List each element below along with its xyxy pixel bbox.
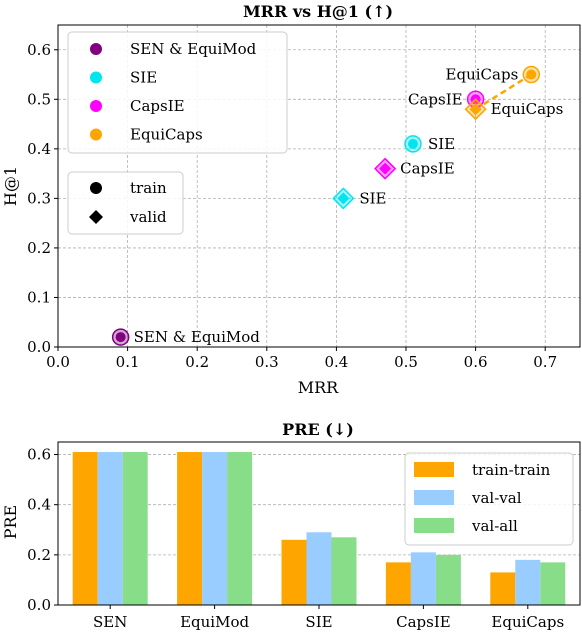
- bar-legend: train-train val-val val-all: [404, 452, 574, 546]
- bar-category-label-3: CapsIE: [396, 613, 451, 631]
- bar-frame: [57, 441, 581, 606]
- bar-category-label-4: EquiCaps: [491, 613, 564, 631]
- bar-legend-swatch-1: [414, 490, 454, 505]
- bar-val-all-equimod: [227, 452, 253, 605]
- scatter-xtick-label: 0.6: [464, 353, 488, 371]
- scatter-marks: SEN & EquiMod SIE SIE CapsIE CapsIE EquiCaps E…: [111, 66, 564, 346]
- legend-model-label-2: CapsIE: [130, 97, 185, 115]
- scatter-ytick-label: 0.2: [27, 239, 51, 257]
- bar-ylabel: PRE: [1, 505, 20, 540]
- bar-val-all-equicaps: [540, 562, 566, 605]
- scatter-ytick-label: 0.4: [27, 140, 51, 158]
- bar-category-label-1: EquiMod: [180, 613, 249, 631]
- sie-valid-point: [337, 192, 350, 205]
- scatter-xlabel: MRR: [298, 378, 339, 397]
- equicaps-train-label: EquiCaps: [446, 66, 519, 84]
- scatter-xtick-label: 0.7: [533, 353, 557, 371]
- legend-valid-marker: [89, 210, 103, 224]
- legend-models-box: [67, 31, 288, 154]
- bar-ytick-label: 0.2: [27, 546, 51, 564]
- equicaps-connector-line: [474, 73, 532, 111]
- scatter-xtick-label: 0.2: [185, 353, 209, 371]
- scatter-ytick-label: 0.6: [27, 41, 51, 59]
- bar-category-label-0: SEN: [93, 613, 127, 631]
- scatter-xtick-label: 0.4: [324, 353, 348, 371]
- legend-valid-label: valid: [129, 208, 167, 226]
- bar-legend-label-1: val-val: [471, 489, 522, 507]
- scatter-ytick-label: 0.5: [27, 90, 51, 108]
- bar-marks: [72, 452, 566, 605]
- scatter-ylabel: H@1: [1, 166, 20, 206]
- equicaps-valid-point: [469, 103, 482, 116]
- bar-val-val-equicaps: [515, 559, 541, 605]
- scatter-xtick-label: 0.3: [255, 353, 279, 371]
- bar-legend-label-0: train-train: [472, 461, 551, 479]
- legend-model-label-1: SIE: [130, 69, 157, 87]
- legend-model-marker-1: [90, 71, 102, 84]
- bar-chart: PRE (↓) 0.0 0.2 0.4 0.6 SEN EquiMod SIE CapsIE E…: [1, 420, 581, 631]
- legend-train-label: train: [130, 179, 167, 197]
- bar-val-val-equimod: [202, 452, 228, 605]
- scatter-ticks: 0.0 0.1 0.2 0.3 0.4 0.5 0.6 0.7 0.0 0.1 0.2 0.3 0.4 0…: [27, 41, 557, 371]
- bar-ticks: 0.0 0.2 0.4 0.6 SEN EquiMod SIE CapsIE EquiCaps: [27, 446, 564, 631]
- scatter-title: MRR vs H@1 (↑): [243, 2, 393, 21]
- sie-train-point: [407, 138, 418, 149]
- legend-model-label-3: EquiCaps: [130, 126, 203, 144]
- sie-train-label: SIE: [428, 135, 455, 153]
- scatter-xtick-label: 0.0: [46, 353, 70, 371]
- bar-train-train-capsie: [385, 562, 411, 605]
- scatter-ytick-label: 0.0: [27, 338, 51, 356]
- bar-val-all-capsie: [435, 554, 461, 605]
- scatter-ytick-label: 0.1: [27, 288, 51, 306]
- bar-val-val-sen: [97, 452, 123, 605]
- bar-val-val-capsie: [410, 552, 436, 605]
- scatter-legend-markers: train valid: [67, 171, 184, 235]
- bar-train-train-equicaps: [490, 572, 516, 605]
- bar-train-train-sen: [72, 452, 98, 605]
- bar-ytick-label: 0.4: [27, 496, 51, 514]
- capsie-valid-label: CapsIE: [400, 160, 455, 178]
- bar-train-train-sie: [281, 539, 307, 605]
- legend-model-marker-0: [90, 43, 102, 55]
- bar-val-val-sie: [306, 532, 332, 605]
- sen-equimod-train-point: [115, 332, 126, 343]
- scatter-legend-models: SEN & EquiMod SIE CapsIE EquiCaps: [67, 31, 288, 154]
- scatter-xtick-label: 0.5: [394, 353, 418, 371]
- bar-category-label-2: SIE: [305, 613, 332, 631]
- equicaps-valid-label: EquiCaps: [491, 100, 564, 118]
- capsie-valid-point: [379, 162, 392, 175]
- legend-model-label-0: SEN & EquiMod: [130, 40, 257, 58]
- scatter-xtick-label: 0.1: [116, 353, 140, 371]
- bar-legend-label-2: val-all: [471, 517, 518, 535]
- bar-title: PRE (↓): [282, 420, 354, 439]
- scatter-frame: [57, 24, 581, 348]
- scatter-ytick-label: 0.3: [27, 189, 51, 207]
- sen-equimod-train-label: SEN & EquiMod: [134, 328, 261, 346]
- legend-train-marker: [90, 182, 102, 194]
- bar-legend-swatch-2: [414, 518, 454, 533]
- bar-ytick-label: 0.6: [27, 446, 51, 464]
- bar-val-all-sie: [331, 537, 357, 605]
- bar-val-all-sen: [122, 452, 148, 605]
- bar-train-train-equimod: [177, 452, 203, 605]
- bar-ytick-label: 0.0: [27, 596, 51, 614]
- sie-valid-label: SIE: [359, 189, 386, 207]
- legend-model-marker-2: [90, 100, 102, 112]
- capsie-train-label: CapsIE: [408, 90, 463, 108]
- bar-legend-swatch-0: [414, 462, 454, 477]
- equicaps-train-point: [526, 69, 537, 80]
- scatter-chart: MRR vs H@1 (↑) 0.0 0.1 0.2 0.3 0.4 0.5 0.6 0.70…: [1, 2, 581, 397]
- legend-model-marker-3: [90, 128, 102, 141]
